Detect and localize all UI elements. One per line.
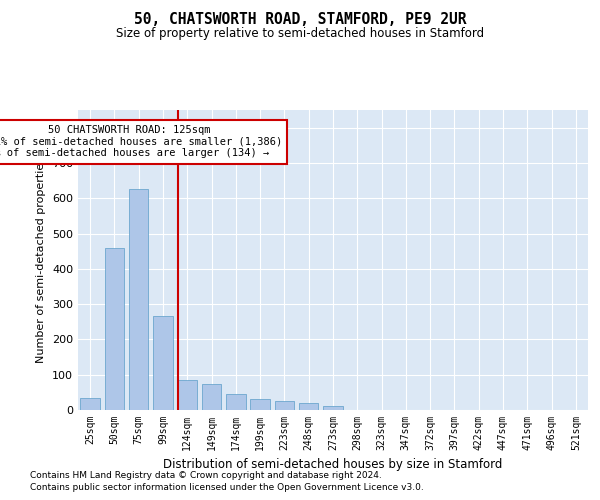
Y-axis label: Number of semi-detached properties: Number of semi-detached properties [37, 157, 46, 363]
Bar [80, 398, 100, 410]
Text: Size of property relative to semi-detached houses in Stamford: Size of property relative to semi-detach… [116, 28, 484, 40]
Text: 50 CHATSWORTH ROAD: 125sqm
← 91% of semi-detached houses are smaller (1,386)
9% : 50 CHATSWORTH ROAD: 125sqm ← 91% of semi… [0, 125, 282, 158]
Bar [299, 403, 319, 410]
Text: 50, CHATSWORTH ROAD, STAMFORD, PE9 2UR: 50, CHATSWORTH ROAD, STAMFORD, PE9 2UR [134, 12, 466, 28]
Text: Contains HM Land Registry data © Crown copyright and database right 2024.: Contains HM Land Registry data © Crown c… [30, 471, 382, 480]
Bar [250, 400, 270, 410]
Bar [178, 380, 197, 410]
Bar [105, 248, 124, 410]
X-axis label: Distribution of semi-detached houses by size in Stamford: Distribution of semi-detached houses by … [163, 458, 503, 471]
Text: Contains public sector information licensed under the Open Government Licence v3: Contains public sector information licen… [30, 484, 424, 492]
Bar [323, 406, 343, 410]
Bar [153, 316, 173, 410]
Bar [129, 190, 148, 410]
Bar [275, 401, 294, 410]
Bar [202, 384, 221, 410]
Bar [226, 394, 245, 410]
